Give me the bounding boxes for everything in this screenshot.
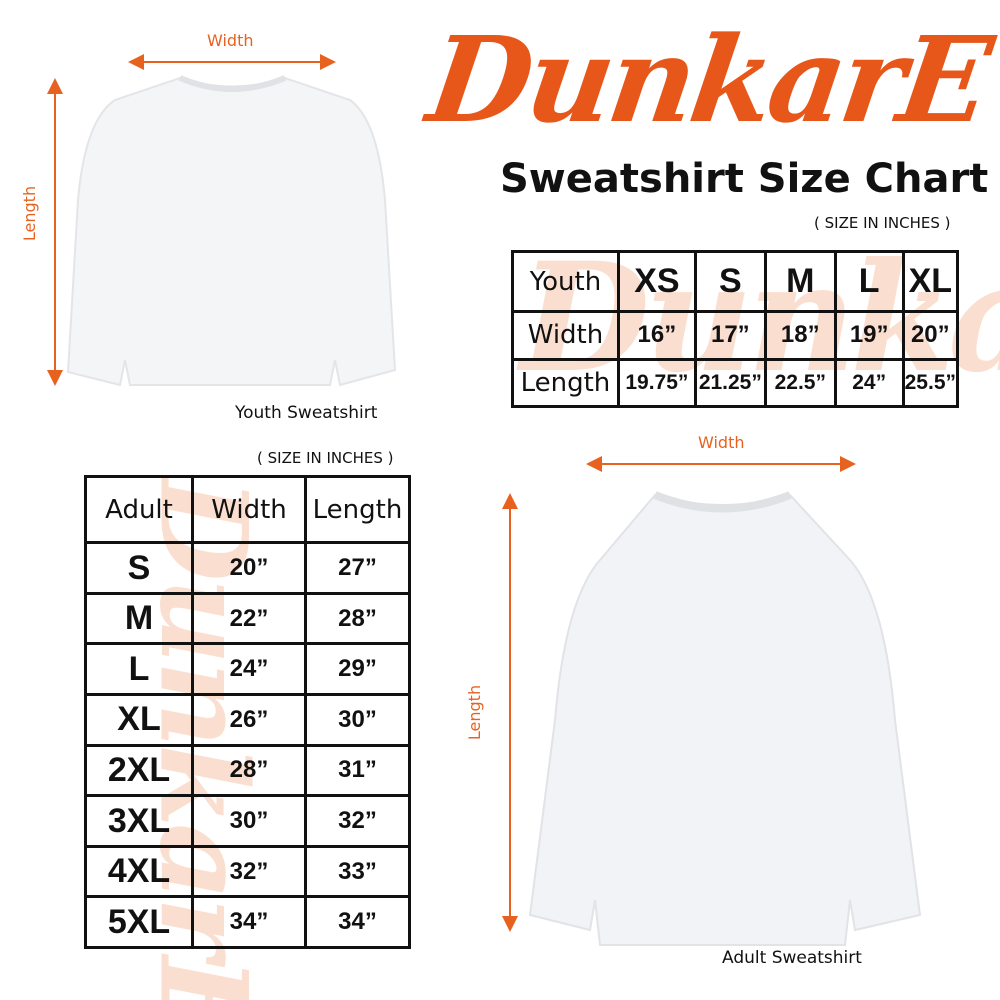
youth-units-note: ( SIZE IN INCHES ): [814, 214, 951, 232]
table-cell: 32”: [191, 844, 307, 899]
youth-length-label: Length: [20, 185, 40, 242]
table-header-row: Youth XS S M L XL: [511, 249, 960, 314]
table-cell: 26”: [191, 693, 307, 747]
youth-sweatshirt-image: [66, 75, 397, 387]
table-cell: 28”: [191, 743, 307, 798]
youth-caption: Youth Sweatshirt: [235, 403, 378, 423]
table-cell: 22.5”: [763, 357, 837, 409]
header-cell: XL: [901, 249, 960, 314]
table-cell: 17”: [693, 310, 767, 361]
table-cell: 29”: [304, 642, 411, 697]
adult-width-label: Width: [698, 433, 745, 452]
row-label: Width: [511, 310, 620, 361]
row-label: M: [84, 591, 194, 646]
adult-sweatshirt-image: [528, 491, 922, 946]
row-label: 4XL: [84, 844, 194, 899]
youth-size-table: Youth XS S M L XL Width 16” 17” 18” 19” …: [511, 249, 960, 409]
table-cell: 20”: [191, 541, 307, 595]
header-cell: Length: [304, 474, 411, 545]
table-cell: 31”: [304, 743, 411, 798]
table-cell: 34”: [304, 895, 411, 949]
header-cell: XS: [616, 249, 697, 314]
table-row: Length 19.75” 21.25” 22.5” 24” 25.5”: [511, 357, 960, 409]
table-cell: 19”: [833, 310, 905, 361]
table-cell: 19.75”: [616, 357, 697, 409]
adult-caption: Adult Sweatshirt: [722, 948, 862, 968]
table-row: S 20” 27”: [84, 541, 411, 595]
table-row: 3XL 30” 32”: [84, 794, 411, 848]
adult-length-label: Length: [465, 684, 485, 741]
table-cell: 24”: [833, 357, 905, 409]
header-cell: M: [763, 249, 837, 314]
row-label: Length: [511, 357, 620, 409]
header-cell: S: [693, 249, 767, 314]
table-cell: 18”: [763, 310, 837, 361]
table-cell: 34”: [191, 895, 307, 949]
page-title: Sweatshirt Size Chart: [500, 156, 989, 202]
table-cell: 22”: [191, 591, 307, 646]
table-cell: 30”: [304, 693, 411, 747]
table-cell: 28”: [304, 591, 411, 646]
adult-size-table: Adult Width Length S 20” 27” M 22” 28” L 24” 29”…: [84, 474, 411, 949]
table-cell: 25.5”: [901, 357, 960, 409]
brand-logo: DunkarE: [420, 10, 997, 149]
table-cell: 21.25”: [693, 357, 767, 409]
table-row: XL 26” 30”: [84, 693, 411, 747]
row-label: L: [84, 642, 194, 697]
table-row: 2XL 28” 31”: [84, 743, 411, 798]
table-row: 5XL 34” 34”: [84, 895, 411, 949]
header-cell: Youth: [511, 249, 620, 314]
table-header-row: Adult Width Length: [84, 474, 411, 545]
youth-width-label: Width: [207, 31, 254, 50]
header-cell: L: [833, 249, 905, 314]
table-cell: 16”: [616, 310, 697, 361]
table-row: Width 16” 17” 18” 19” 20”: [511, 310, 960, 361]
table-cell: 33”: [304, 844, 411, 899]
row-label: 3XL: [84, 794, 194, 848]
table-cell: 32”: [304, 794, 411, 848]
table-cell: 24”: [191, 642, 307, 697]
row-label: XL: [84, 693, 194, 747]
row-label: 5XL: [84, 895, 194, 949]
row-label: S: [84, 541, 194, 595]
table-row: M 22” 28”: [84, 591, 411, 646]
header-cell: Adult: [84, 474, 194, 545]
header-cell: Width: [191, 474, 307, 545]
table-cell: 20”: [901, 310, 960, 361]
adult-units-note: ( SIZE IN INCHES ): [257, 449, 394, 467]
table-cell: 30”: [191, 794, 307, 848]
table-row: L 24” 29”: [84, 642, 411, 697]
table-row: 4XL 32” 33”: [84, 844, 411, 899]
table-cell: 27”: [304, 541, 411, 595]
row-label: 2XL: [84, 743, 194, 798]
